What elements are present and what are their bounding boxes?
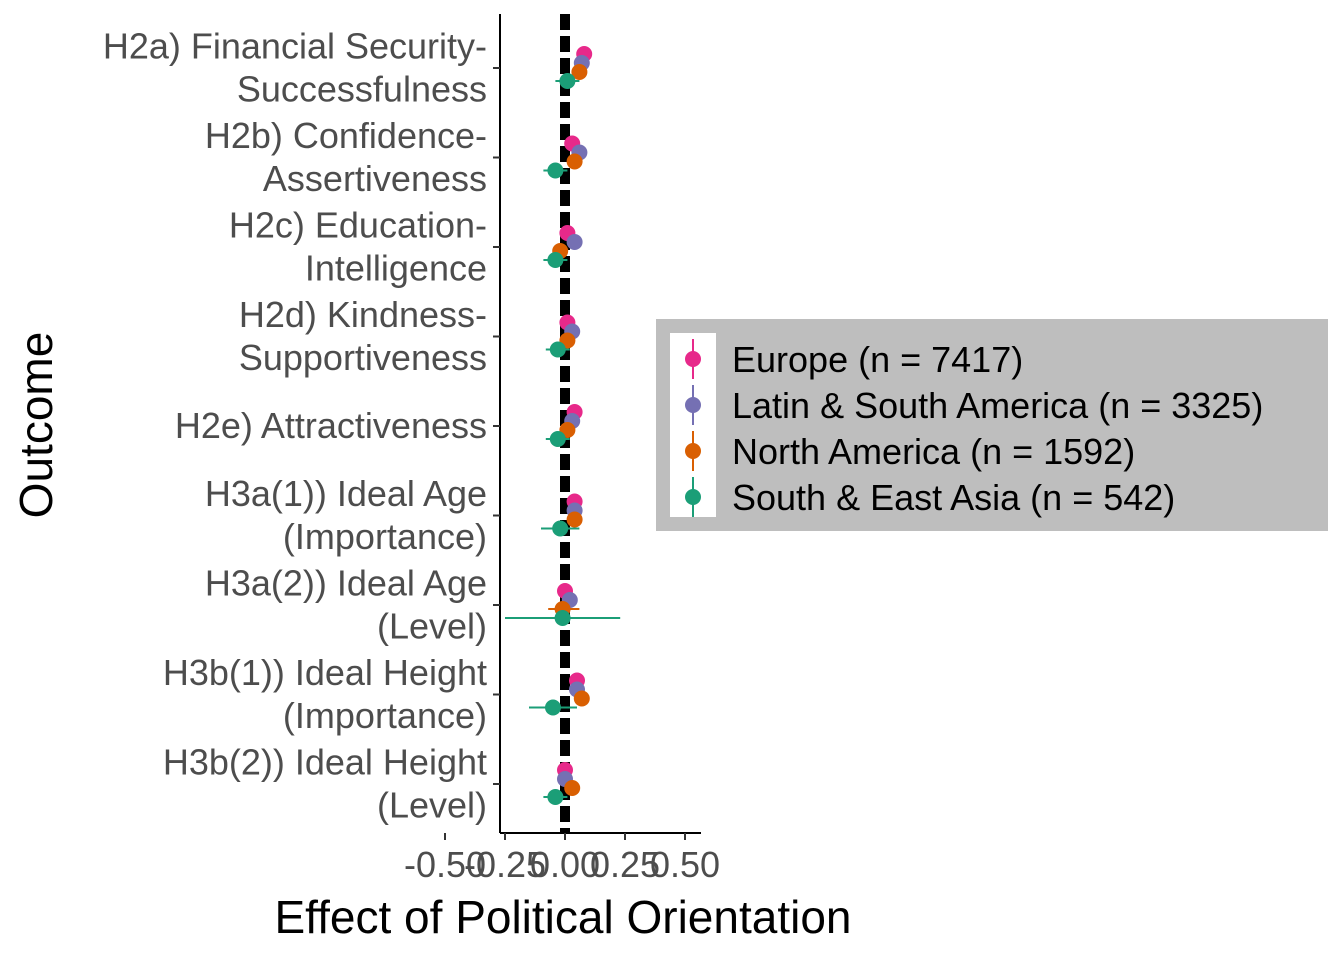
- legend-background: [656, 319, 1328, 531]
- series-3: [505, 73, 621, 805]
- y-tick-label: H3a(1)) Ideal Age: [205, 473, 487, 514]
- data-point: [547, 789, 564, 805]
- legend-key-point: [685, 351, 701, 367]
- x-axis: -0.50-0.250.000.250.50: [404, 832, 720, 885]
- data-point: [547, 252, 564, 268]
- legend-label: South & East Asia (n = 542): [732, 477, 1175, 518]
- y-axis-title: Outcome: [10, 332, 62, 519]
- y-tick-label: (Level): [377, 785, 487, 826]
- data-point: [566, 511, 583, 528]
- x-tick-label: 0.50: [650, 844, 720, 885]
- data-point: [554, 610, 571, 626]
- legend-key-point: [685, 443, 701, 459]
- legend: Europe (n = 7417) Latin & South America (…: [656, 319, 1328, 531]
- y-tick-label: (Importance): [283, 695, 487, 736]
- y-tick-label: H3b(2)) Ideal Height: [163, 742, 487, 783]
- data-point: [566, 153, 583, 170]
- y-tick-label: Successfulness: [237, 69, 487, 110]
- x-tick-label: -0.50: [404, 844, 486, 885]
- x-tick-label: -0.25: [464, 844, 546, 885]
- legend-label: Europe (n = 7417): [732, 339, 1023, 380]
- data-point: [549, 341, 566, 358]
- data-point: [552, 520, 569, 537]
- y-tick-label: H2b) Confidence-: [205, 115, 487, 156]
- plot-area: [499, 14, 621, 833]
- legend-key-point: [685, 397, 701, 413]
- data-point: [549, 431, 566, 447]
- data-point: [573, 690, 590, 707]
- y-tick-label: H2d) Kindness-: [239, 294, 487, 335]
- y-tick-label: Supportiveness: [239, 337, 487, 378]
- data-point: [545, 699, 561, 716]
- y-tick-label: (Level): [377, 606, 487, 647]
- y-tick-label: Intelligence: [305, 248, 487, 289]
- y-tick-label: Assertiveness: [263, 158, 487, 199]
- x-tick-label: 0.25: [590, 844, 660, 885]
- data-point: [547, 162, 564, 179]
- y-tick-label: H3b(1)) Ideal Height: [163, 652, 487, 693]
- x-axis-title: Effect of Political Orientation: [275, 891, 852, 943]
- y-tick-label: H2a) Financial Security-: [103, 26, 487, 67]
- y-tick-label: H2e) Attractiveness: [175, 405, 487, 446]
- data-point: [559, 73, 576, 89]
- x-tick-label: 0.00: [530, 844, 600, 885]
- y-tick-label: H2c) Education-: [229, 205, 487, 246]
- y-tick-label: H3a(2)) Ideal Age: [205, 563, 487, 604]
- data-point: [566, 234, 583, 250]
- legend-key-point: [685, 489, 701, 505]
- data-point: [571, 64, 588, 80]
- legend-label: Latin & South America (n = 3325): [732, 385, 1263, 426]
- legend-label: North America (n = 1592): [732, 431, 1135, 472]
- data-point: [564, 780, 581, 796]
- y-tick-labels: H2a) Financial Security-Successfulness H2…: [103, 26, 500, 826]
- y-tick-label: (Importance): [283, 516, 487, 557]
